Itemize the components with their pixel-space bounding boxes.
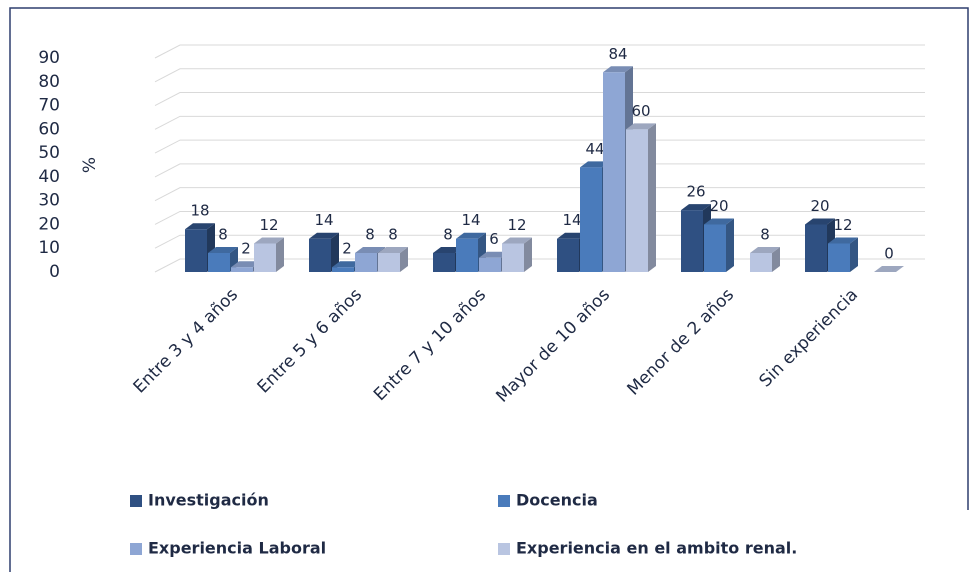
x-tick-label: Entre 5 y 6 años — [254, 285, 367, 398]
grid-line — [154, 115, 925, 130]
grid-line — [154, 163, 925, 178]
grid-line — [154, 210, 925, 225]
y-tick-label: 0 — [49, 262, 60, 282]
bar — [254, 237, 284, 272]
y-tick-label: 80 — [38, 72, 60, 92]
y-axis-label: % — [80, 157, 100, 173]
bar — [502, 237, 532, 272]
value-label: 44 — [585, 140, 604, 158]
value-label: 8 — [760, 225, 770, 243]
x-tick-label: Menor de 2 años — [623, 285, 738, 400]
y-tick-label: 60 — [38, 119, 60, 139]
legend-swatch — [130, 495, 142, 507]
grid-line — [154, 68, 925, 83]
value-label: 20 — [810, 197, 829, 215]
y-tick-label: 40 — [38, 167, 60, 187]
grid-line — [154, 44, 925, 59]
value-label: 12 — [259, 216, 278, 234]
legend-label: Experiencia Laboral — [148, 539, 326, 558]
grid-line — [154, 234, 925, 249]
x-tick-label: Mayor de 10 años — [492, 285, 614, 407]
value-label: 8 — [365, 225, 375, 243]
y-tick-label: 70 — [38, 96, 60, 116]
value-label: 14 — [461, 211, 480, 229]
value-label: 60 — [631, 102, 650, 120]
legend-label: Experiencia en el ambito renal. — [516, 539, 797, 558]
value-label: 8 — [443, 225, 453, 243]
bar — [208, 246, 238, 272]
y-tick-label: 90 — [38, 48, 60, 68]
legend-label: Investigación — [148, 491, 269, 510]
y-tick-label: 50 — [38, 143, 60, 163]
bar — [626, 123, 656, 272]
grid-line — [154, 187, 925, 202]
bar — [378, 246, 408, 272]
value-label: 6 — [489, 230, 499, 248]
x-tick-label: Entre 3 y 4 años — [130, 285, 243, 398]
value-label: 26 — [686, 183, 705, 201]
bar — [456, 232, 486, 272]
value-label: 84 — [608, 45, 627, 63]
value-label: 14 — [314, 211, 333, 229]
value-label: 14 — [562, 211, 581, 229]
y-tick-label: 20 — [38, 214, 60, 234]
x-tick-label: Sin experiencia — [756, 285, 862, 391]
frame — [9, 7, 969, 572]
legend-swatch — [498, 495, 510, 507]
bar — [874, 266, 904, 272]
y-tick-label: 10 — [38, 238, 60, 258]
grid-line — [154, 92, 925, 106]
legend-label: Docencia — [516, 491, 598, 510]
value-label: 2 — [241, 240, 251, 258]
value-label: 2 — [342, 240, 352, 258]
x-tick-label: Entre 7 y 10 años — [370, 285, 490, 405]
grid-line — [154, 258, 925, 273]
bar — [828, 237, 858, 272]
value-label: 8 — [218, 225, 228, 243]
bar — [750, 246, 780, 272]
grid-line — [154, 139, 925, 154]
y-tick-label: 30 — [38, 191, 60, 211]
legend-swatch — [498, 543, 510, 555]
value-label: 18 — [190, 202, 209, 220]
value-label: 0 — [884, 245, 894, 263]
value-label: 20 — [709, 197, 728, 215]
value-label: 12 — [833, 216, 852, 234]
legend-swatch — [130, 543, 142, 555]
value-label: 8 — [388, 225, 398, 243]
bar — [704, 218, 734, 272]
bar — [309, 232, 339, 272]
value-label: 12 — [507, 216, 526, 234]
